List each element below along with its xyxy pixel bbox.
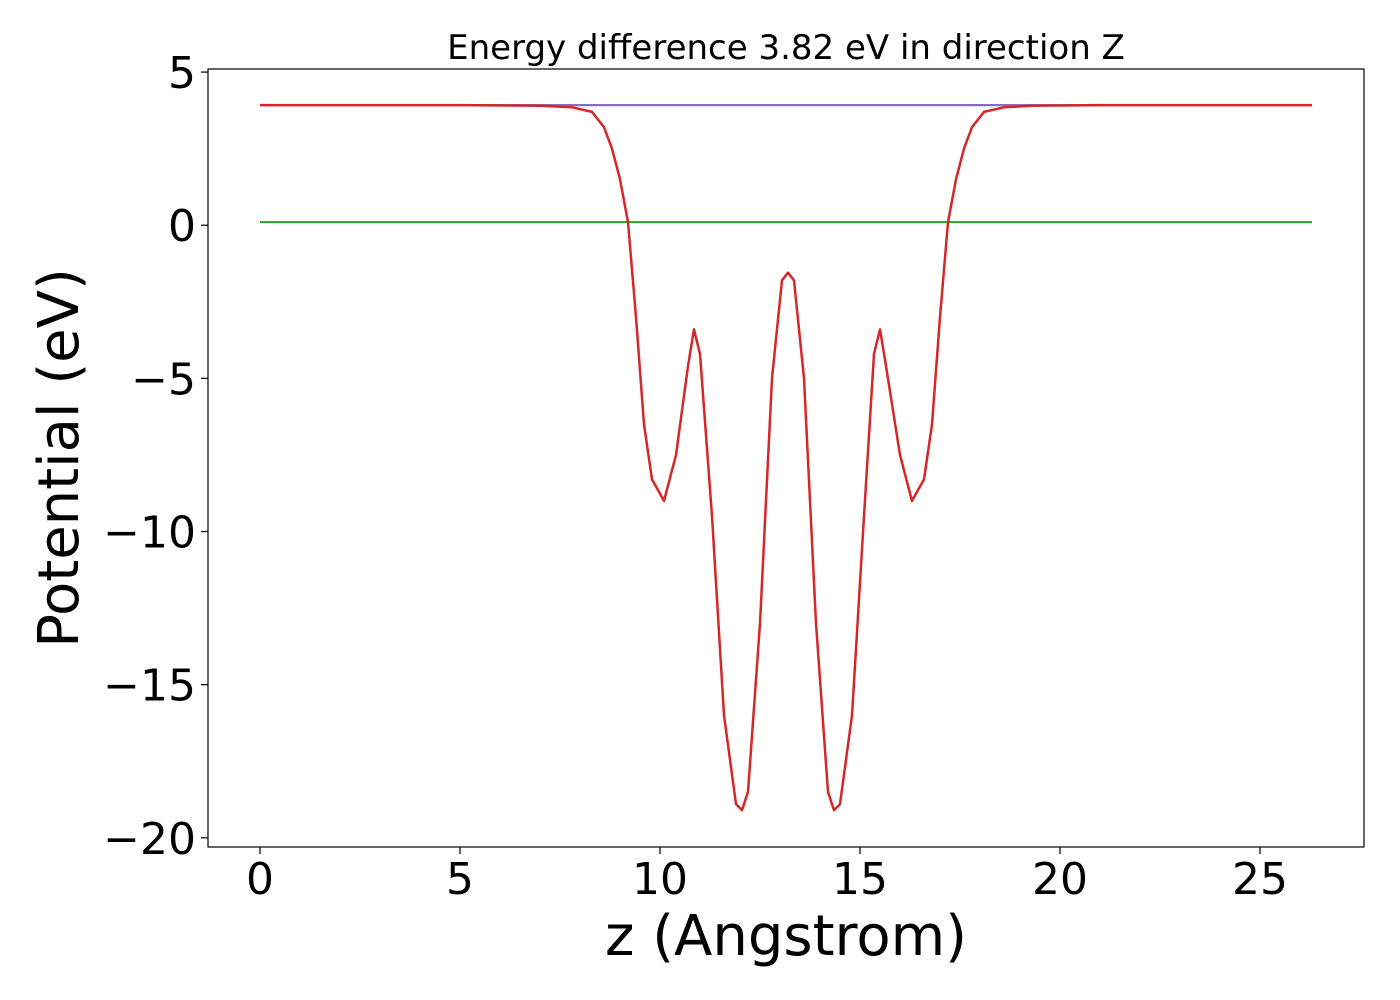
x-axis-label: z (Angstrom)	[605, 904, 967, 969]
plot-frame	[207, 68, 1365, 848]
y-tick-label: −10	[103, 508, 196, 559]
y-tick-label: 5	[168, 48, 196, 99]
y-tick-label: −20	[103, 814, 196, 865]
x-tick-label: 10	[632, 854, 688, 905]
x-tick-label: 25	[1232, 854, 1288, 905]
y-tick-label: 0	[168, 201, 196, 252]
x-tick-label: 20	[1032, 854, 1088, 905]
y-tick-label: −5	[131, 354, 196, 405]
plot-lines	[260, 103, 1312, 812]
chart-title: Energy difference 3.82 eV in direction Z	[447, 28, 1125, 68]
x-tick-label: 5	[446, 854, 474, 905]
x-tick-label: 0	[246, 854, 274, 905]
y-axis-label: Potential (eV)	[27, 268, 92, 648]
x-tick-label: 15	[832, 854, 888, 905]
y-tick-label: −15	[103, 661, 196, 712]
series-line-3	[260, 103, 1312, 812]
x-axis-ticks: 0 5 10 15 20 25	[246, 847, 1288, 905]
y-axis-ticks: 5 0 −5 −10 −15 −20	[103, 48, 208, 865]
